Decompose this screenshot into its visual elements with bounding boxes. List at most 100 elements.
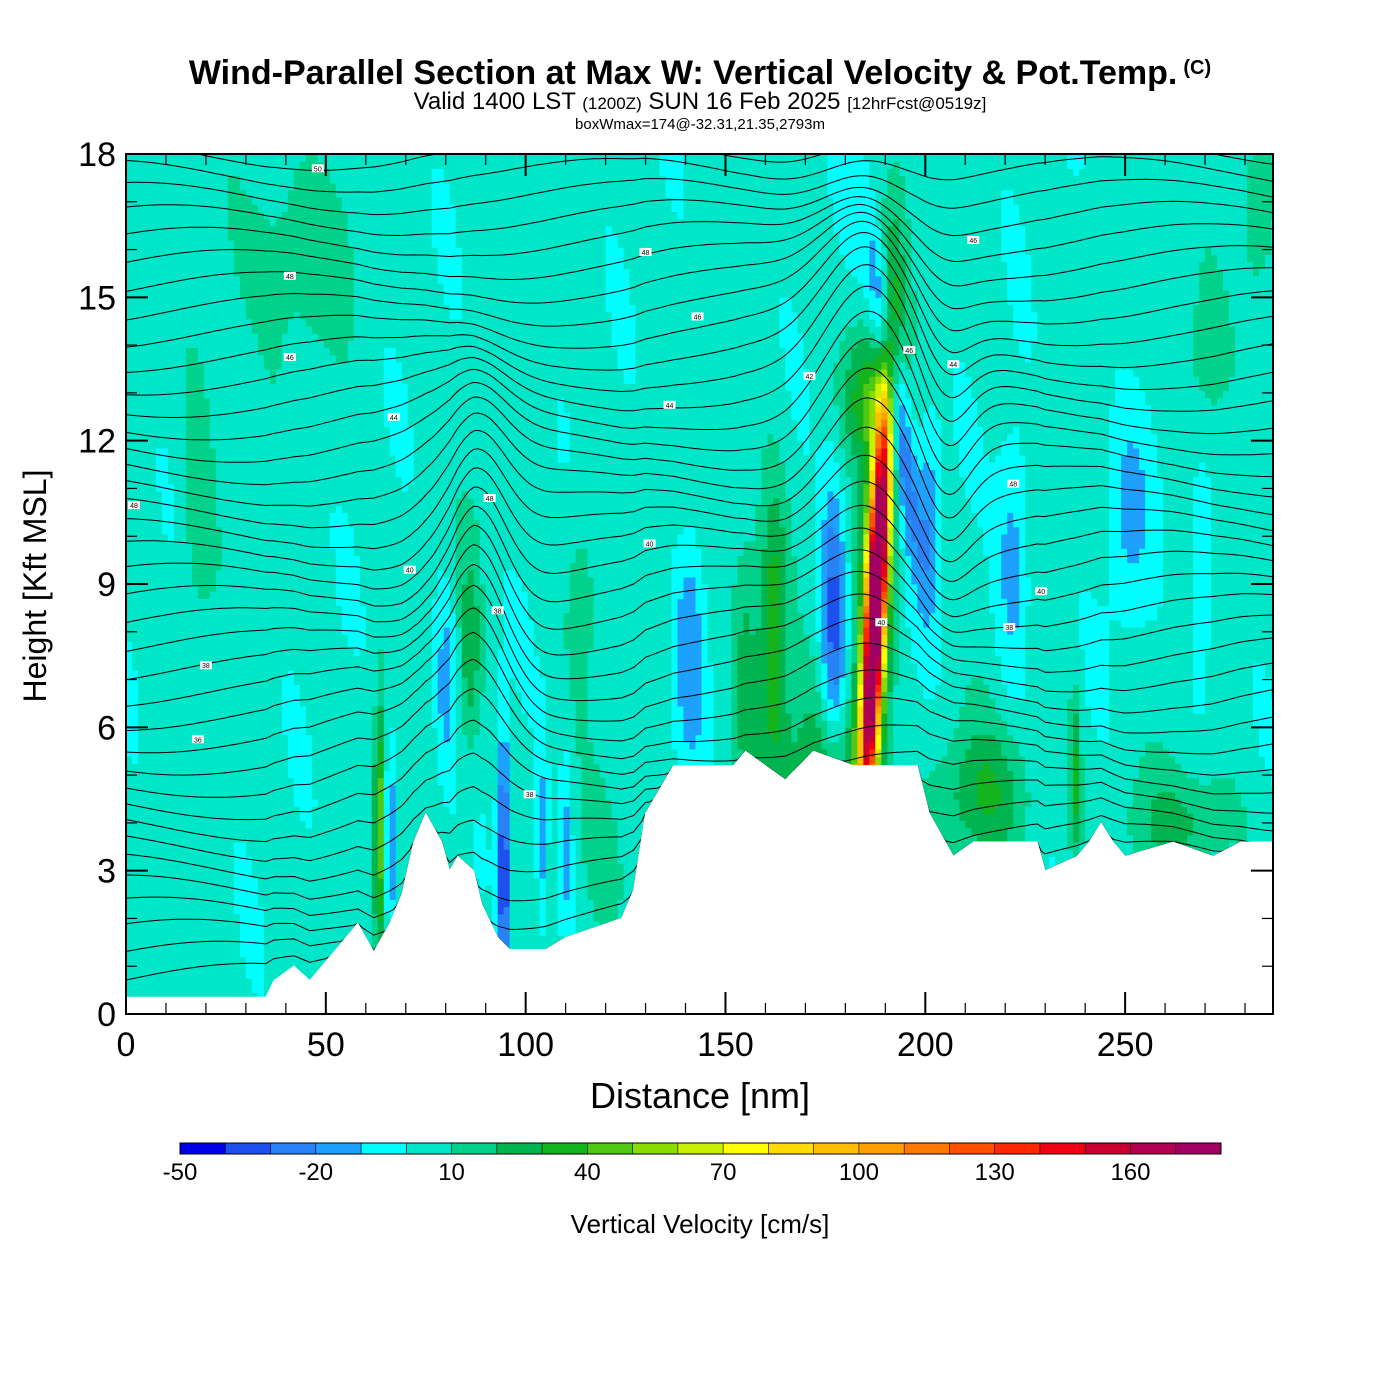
w-cell (132, 455, 139, 463)
w-cell (204, 462, 211, 470)
w-cell (162, 176, 169, 184)
w-cell (186, 778, 193, 786)
w-cell (246, 942, 253, 950)
w-cell (156, 649, 163, 657)
w-cell (294, 813, 301, 821)
w-cell (312, 498, 319, 506)
w-cell (246, 527, 253, 535)
w-cell (282, 498, 289, 506)
w-cell (150, 527, 157, 535)
w-cell (132, 541, 139, 549)
w-cell (180, 978, 187, 986)
w-cell (312, 319, 319, 327)
w-cell (228, 262, 235, 270)
w-cell (216, 405, 223, 413)
w-cell (132, 907, 139, 915)
w-cell (222, 634, 229, 642)
w-cell (174, 735, 181, 743)
w-cell (198, 176, 205, 184)
w-cell (234, 978, 241, 986)
w-cell (336, 677, 343, 685)
w-cell (312, 455, 319, 463)
w-cell (246, 204, 253, 212)
w-cell (366, 355, 373, 363)
w-cell (246, 591, 253, 599)
w-cell (150, 584, 157, 592)
w-cell (210, 391, 217, 399)
w-cell (216, 398, 223, 406)
w-cell (180, 290, 187, 298)
w-cell (156, 441, 163, 449)
w-cell (198, 448, 205, 456)
w-cell (300, 462, 307, 470)
w-cell (240, 598, 247, 606)
w-cell (252, 591, 259, 599)
w-cell (324, 276, 331, 284)
w-cell (210, 462, 217, 470)
w-cell (180, 627, 187, 635)
w-cell (354, 348, 361, 356)
w-cell (318, 505, 325, 513)
w-cell (258, 283, 265, 291)
w-cell (348, 305, 355, 313)
w-cell (144, 950, 151, 958)
w-cell (276, 276, 283, 284)
w-cell (222, 706, 229, 714)
w-cell (306, 935, 313, 943)
w-cell (300, 864, 307, 872)
w-cell (234, 785, 241, 793)
w-cell (204, 756, 211, 764)
w-cell (162, 376, 169, 384)
w-cell (312, 598, 319, 606)
w-cell (192, 312, 199, 320)
w-cell (198, 548, 205, 556)
w-cell (186, 656, 193, 664)
w-cell (144, 548, 151, 556)
w-cell (264, 419, 271, 427)
w-cell (204, 577, 211, 585)
w-cell (348, 727, 355, 735)
w-cell (222, 813, 229, 821)
w-cell (258, 921, 265, 929)
w-cell (270, 362, 277, 370)
w-cell (246, 828, 253, 836)
w-cell (276, 269, 283, 277)
w-cell (210, 699, 217, 707)
w-cell (210, 950, 217, 958)
w-cell (192, 885, 199, 893)
w-cell (318, 520, 325, 528)
w-cell (342, 878, 349, 886)
w-cell (132, 161, 139, 169)
w-cell (276, 441, 283, 449)
w-cell (228, 735, 235, 743)
w-cell (288, 792, 295, 800)
w-cell (270, 971, 277, 979)
w-cell (228, 419, 235, 427)
w-cell (216, 649, 223, 657)
w-cell (324, 434, 331, 442)
w-cell (372, 935, 379, 943)
w-cell (348, 340, 355, 348)
w-cell (228, 469, 235, 477)
w-cell (204, 441, 211, 449)
w-cell (324, 376, 331, 384)
w-cell (348, 297, 355, 305)
w-cell (138, 190, 145, 198)
w-cell (174, 856, 181, 864)
w-cell (288, 763, 295, 771)
w-cell (294, 362, 301, 370)
w-cell (138, 713, 145, 721)
w-cell (294, 498, 301, 506)
w-cell (324, 677, 331, 685)
w-cell (258, 477, 265, 485)
w-cell (156, 634, 163, 642)
w-cell (300, 204, 307, 212)
w-cell (324, 756, 331, 764)
w-cell (324, 383, 331, 391)
w-cell (252, 899, 259, 907)
w-cell (186, 498, 193, 506)
w-cell (222, 520, 229, 528)
w-cell (276, 527, 283, 535)
w-cell (324, 792, 331, 800)
w-cell (168, 348, 175, 356)
